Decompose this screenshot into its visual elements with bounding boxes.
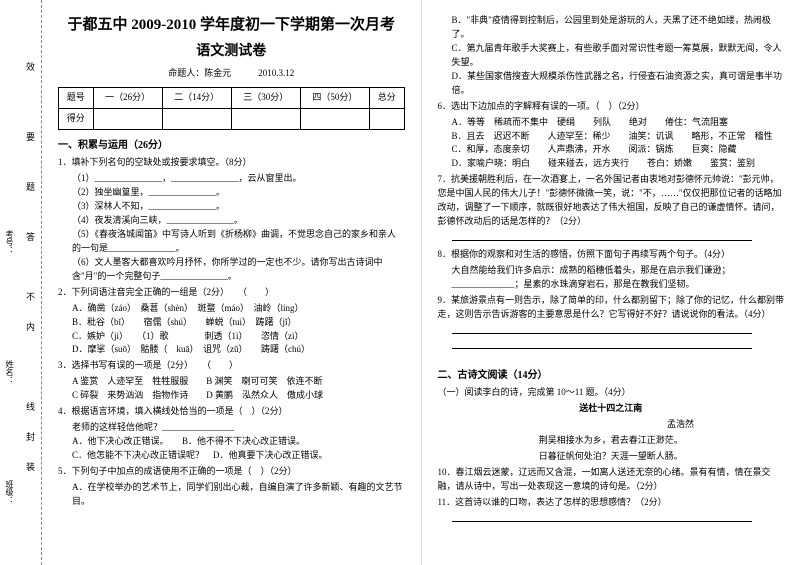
question-1: 1．填补下列名句的空缺处或按要求填空。（8分） [58,156,405,170]
q8-text: 大自然能给我们许多启示：成熟的稻穗低着头，那是在启示我们谦逊；_________… [452,264,785,292]
q2-opt: A．确凿（záo） 桑葚（shèn） 斑蝥（máo） 油岭（líng） [72,302,405,316]
exam-title-2: 语文测试卷 [58,41,405,63]
margin-word: 封 [26,430,35,443]
poem-line: 日暮征帆何处泊？天涯一望断人肠。 [438,450,785,464]
margin-word: 题 [26,180,35,193]
q1-sub: （4）夜发清溪向三峡，_______________。 [72,214,405,228]
q6-opt: D．家喻户晓：明白 碰来碰去，远方夹行 苍白：娇嫩 鉴赏：鉴别 [452,157,785,171]
th-3: 三（30分） [231,87,300,108]
answer-line [452,324,785,339]
margin-word: 要 [26,130,35,143]
margin-id-label: 考号： [4,230,15,254]
th-num: 题号 [59,87,94,108]
table-row: 题号 一（26分） 二（14分） 三（30分） 四（50分） 总分 [59,87,405,108]
question-2: 2．下列词语注音完全正确的一组是（2分） （ ） [58,286,405,300]
margin-word: 答 [26,230,35,243]
score-table: 题号 一（26分） 二（14分） 三（30分） 四（50分） 总分 得分 [58,87,405,130]
q1-sub: （5）《春夜洛城闻笛》中写诗人听到《折杨柳》曲调，不觉思念自己的家乡和亲人的一句… [72,228,405,256]
margin-name-label: 姓名： [4,360,15,384]
table-row: 得分 [59,108,405,129]
section-2-heading: 二、古诗文阅读（14分） [438,368,785,384]
poem-line: 荆吴相接水为乡，君去春江正渺茫。 [438,434,785,448]
margin-word: 内 [26,320,35,333]
q4-opt: A．他下决心改正错误。 B．他不得不下决心改正错误。 [72,435,405,449]
td-blank [93,108,162,129]
q4-opt: C．他怎能不下决心改正错误呢？ D．他真要下决心改正错误。 [72,449,405,463]
q4-sub: 老师的这样轻信他呢？________________ [72,421,405,435]
margin-word: 装 [26,460,35,473]
q6-opt: B．且去 迟迟不断 人迹罕至：稀少 油笑：讥讽 略形，不正常 稽性 [452,130,785,144]
section-2a: （一）阅读李白的诗，完成第 10～11 题。（4分） [438,386,785,400]
left-column: 于都五中 2009-2010 学年度初一下学期第一次月考 语文测试卷 命题人：陈… [42,0,422,565]
answer-line [452,339,785,354]
exam-subline: 命题人：陈金元 2010.3.12 [58,67,405,81]
td-score-label: 得分 [59,108,94,129]
question-4: 4．根据语言环境，填入横线处恰当的一项是（ ）（2分） [58,405,405,419]
question-5: 5．下列句子中加点的成语使用不正确的一项是（ ）（2分） [58,465,405,479]
q5-opt-d: D．某些国家借搜查大规模杀伤性武器之名，行侵查石油资源之实，真可谓是事半功倍。 [452,70,785,98]
th-total: 总分 [369,87,404,108]
td-blank [231,108,300,129]
th-4: 四（50分） [300,87,369,108]
margin-class-label: 班级： [4,480,15,504]
q3-opt: A 鉴赏 人迹罕至 牲牲服服 B 渊笑 喇可可笑 依连不断 [72,375,405,389]
question-7: 7．抗美援朝胜利后，在一次酒宴上，一名外国记者由衷地对彭德怀元帅说："彭元帅，您… [438,173,785,229]
q3-opt: C 碎裂 来势汹汹 指物作诗 D 黄鹂 泓然众人 傲成小球 [72,389,405,403]
q1-sub: （1）_______________，_______________，云从窗里出… [72,172,405,186]
question-11: 11．这首诗以谁的口吻，表达了怎样的思想感情？（2分） [438,496,785,510]
poem-author: 孟浩然 [438,418,785,432]
q6-opt: C．和厚，态度亲切 人声鼎沸，开水 阅派：锅炼 巨爽：隐藏 [452,143,785,157]
question-3: 3．选择书写有误的一项是（2分） （ ） [58,359,405,373]
question-10: 10．春江烟云迷蒙，辽远而又含混，一如离人送还无奈的心绪。景有有情，情在景交融，… [438,466,785,494]
td-blank [162,108,231,129]
answer-line [452,231,785,246]
section-1-heading: 一、积累与运用（26分） [58,138,405,154]
question-9: 9．某旅游景点有一则告示，除了简单的印，什么都别留下；除了你的记忆，什么都别带走… [438,294,785,322]
q6-opt: A．等等 稀疏而不集中 硬绢 列队 绝对 倦住：气流阻塞 [452,116,785,130]
q5-opt-a: A．在学校举办的艺术节上，同学们别出心裁，自编自演了许多新颖、有趣的文艺节目。 [72,481,405,509]
answer-line [452,512,785,527]
q5-opt-b: B．"非典"疫情得到控制后，公园里到处是游玩的人，天黑了还不绝如缕，热闹极了。 [452,14,785,42]
margin-word: 效 [26,60,35,73]
question-8: 8．根据你的观察和对生活的感悟，仿照下面句子再续写两个句子。（4分） [438,248,785,262]
td-blank [369,108,404,129]
right-column: B．"非典"疫情得到控制后，公园里到处是游玩的人，天黑了还不绝如缕，热闹极了。 … [422,0,800,565]
q1-sub: （6）文人墨客大都喜欢吟月抒怀，你所学过的一定也不少。请你写出古诗词中含"月"的… [72,256,405,284]
th-2: 二（14分） [162,87,231,108]
poem-title: 送杜十四之江南 [438,402,785,416]
q2-opt: B．秕谷（bǐ） 宿儒（shú） 蝉蜕（tuì） 踌躇（jǐ） [72,316,405,330]
binding-margin: 班级： 姓名： 考号： 装 封 线 内 不 答 题 要 效 [0,0,42,565]
td-blank [300,108,369,129]
q2-opt: D．摩挲（suō） 骷髅（ kuā） 诅咒（zǔ） 踌躇（chú） [72,343,405,357]
th-1: 一（26分） [93,87,162,108]
q5-opt-c: C．第九届青年歌手大奖赛上，有些歌手面对常识性考题一筹莫展，默默无闻，令人失望。 [452,42,785,70]
margin-word: 线 [26,400,35,413]
exam-title-1: 于都五中 2009-2010 学年度初一下学期第一次月考 [58,14,405,37]
question-6: 6．选出下边加点的字解释有误的一项。（ ）（2分） [438,100,785,114]
q2-opt: C．嫉妒（jì） （1）歌 刺透（1ì） 恣情（zì） [72,330,405,344]
q1-sub: （2）独坐幽篁里，_______________。 [72,186,405,200]
q1-sub: （3）深林人不知，_______________。 [72,200,405,214]
margin-word: 不 [26,290,35,303]
